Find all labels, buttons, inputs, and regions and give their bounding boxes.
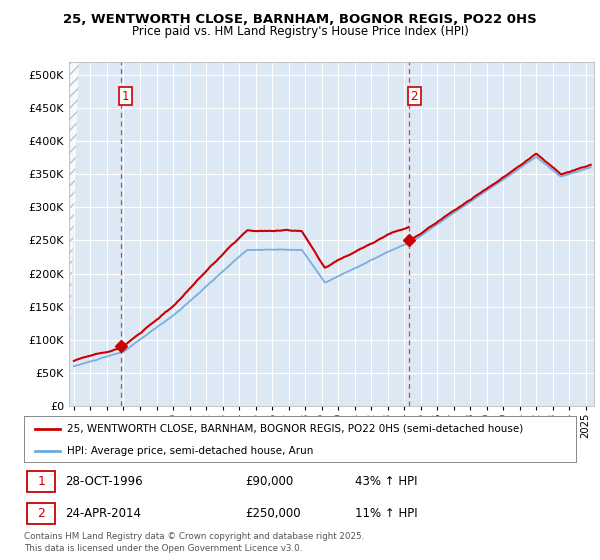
Text: Price paid vs. HM Land Registry's House Price Index (HPI): Price paid vs. HM Land Registry's House … <box>131 25 469 38</box>
Text: 1: 1 <box>37 475 45 488</box>
Text: 43% ↑ HPI: 43% ↑ HPI <box>355 475 418 488</box>
Text: 2: 2 <box>37 507 45 520</box>
Text: 2: 2 <box>410 90 418 102</box>
Bar <box>27 503 55 524</box>
Text: £250,000: £250,000 <box>245 507 301 520</box>
Text: 24-APR-2014: 24-APR-2014 <box>65 507 142 520</box>
Text: 1: 1 <box>122 90 130 102</box>
Polygon shape <box>69 62 79 366</box>
Text: 25, WENTWORTH CLOSE, BARNHAM, BOGNOR REGIS, PO22 0HS: 25, WENTWORTH CLOSE, BARNHAM, BOGNOR REG… <box>63 13 537 26</box>
Bar <box>27 471 55 492</box>
Text: 11% ↑ HPI: 11% ↑ HPI <box>355 507 418 520</box>
Text: HPI: Average price, semi-detached house, Arun: HPI: Average price, semi-detached house,… <box>67 446 313 455</box>
Text: Contains HM Land Registry data © Crown copyright and database right 2025.
This d: Contains HM Land Registry data © Crown c… <box>24 532 364 553</box>
Text: 25, WENTWORTH CLOSE, BARNHAM, BOGNOR REGIS, PO22 0HS (semi-detached house): 25, WENTWORTH CLOSE, BARNHAM, BOGNOR REG… <box>67 424 523 434</box>
Text: 28-OCT-1996: 28-OCT-1996 <box>65 475 143 488</box>
Text: £90,000: £90,000 <box>245 475 293 488</box>
